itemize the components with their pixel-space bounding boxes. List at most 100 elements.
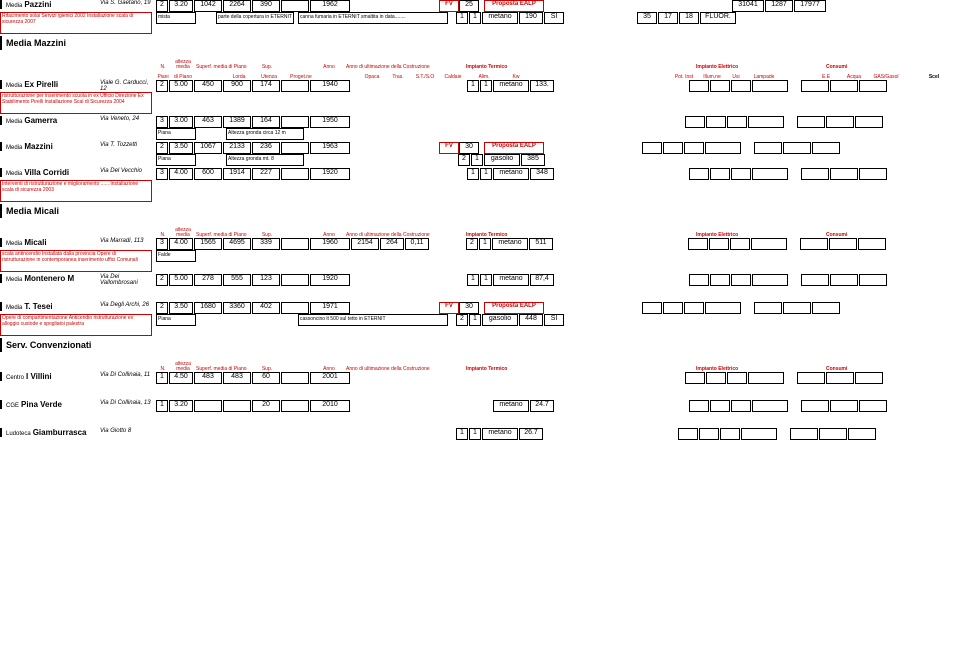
el-empty (730, 238, 750, 250)
alim: metano (493, 274, 529, 286)
building-name: CGEPina Verde (0, 400, 100, 409)
el-empty (684, 142, 704, 154)
tras: 264 (380, 238, 404, 250)
lorda: 555 (223, 274, 251, 286)
c-empty (855, 116, 883, 128)
anno: 1920 (310, 274, 350, 286)
utenza: 227 (252, 168, 280, 180)
piani: 3 (156, 238, 168, 250)
cald-n2: 1 (479, 238, 491, 250)
el-empty (642, 302, 662, 314)
c-empty (801, 80, 829, 92)
el-empty (689, 400, 709, 412)
alim: gasolio (484, 154, 520, 166)
consumi-gas: 17977 (794, 0, 826, 12)
lorda: 4695 (223, 238, 251, 250)
address: Via T. Tozzetti (100, 142, 156, 148)
c-empty (859, 168, 887, 180)
building-name: MediaGamerra (0, 116, 100, 125)
building-name: MediaT. Tesei (0, 302, 100, 311)
kw: 348 (530, 168, 554, 180)
building-name: CentroI Villini (0, 372, 100, 381)
kw: 26.7 (519, 428, 543, 440)
cald-n: 1 (456, 428, 468, 440)
sup-piano: 463 (194, 116, 222, 128)
el-empty (752, 80, 788, 92)
altezza: 5.00 (169, 274, 193, 286)
cald-n2: 1 (469, 12, 481, 24)
utenza: 402 (252, 302, 280, 314)
address: Via Veneto, 24 (100, 116, 156, 122)
cald-n2: 1 (480, 168, 492, 180)
el-empty (731, 80, 751, 92)
c-empty (797, 116, 825, 128)
c-empty (830, 400, 858, 412)
kw: 511 (529, 238, 553, 250)
sup-piano: 1042 (194, 0, 222, 12)
el-empty (689, 80, 709, 92)
sup-piano: 1067 (194, 142, 222, 154)
el-empty (705, 142, 741, 154)
alim: metano (482, 12, 518, 24)
column-headers: N. altezzamedia Superf. media di Piano S… (0, 218, 960, 238)
anno: 1920 (310, 168, 350, 180)
el-empty (688, 238, 708, 250)
sup-piano: 600 (194, 168, 222, 180)
c-empty (830, 274, 858, 286)
lorda: 1914 (223, 168, 251, 180)
fv-val: 30 (459, 302, 479, 314)
utenza: 60 (252, 372, 280, 384)
el-empty (727, 372, 747, 384)
note-box: mista (156, 12, 196, 24)
el-empty (642, 142, 662, 154)
el-empty (710, 168, 730, 180)
c-empty (830, 80, 858, 92)
c-empty (829, 238, 857, 250)
piani: 3 (156, 168, 168, 180)
c-empty (826, 372, 854, 384)
c-empty (783, 302, 811, 314)
utenza: 339 (252, 238, 280, 250)
el-empty (663, 302, 683, 314)
fv-label: FV (439, 0, 459, 12)
consumi-ee: 31041 (732, 0, 764, 12)
altezza: 3.00 (169, 116, 193, 128)
alim: metano (482, 428, 518, 440)
el-empty (689, 274, 709, 286)
altezza: 4.00 (169, 168, 193, 180)
note-box: Altezza gronda mt. 8 (226, 154, 304, 166)
note-red: Opere di compartimentazione Anticendio r… (0, 314, 152, 336)
fv-label: FV (439, 302, 459, 314)
utenza: 390 (252, 0, 280, 12)
c-empty (801, 400, 829, 412)
empty-cell (281, 372, 309, 384)
piani: 2 (156, 142, 168, 154)
section-header: Media Micali (0, 204, 960, 218)
c-empty (848, 428, 876, 440)
el-empty (731, 274, 751, 286)
proposta: Proposta EALP (484, 302, 544, 314)
el-empty (752, 168, 788, 180)
el-2: 17 (658, 12, 678, 24)
note-box: parte della copertura in ETERNIT (216, 12, 294, 24)
el-empty (663, 142, 683, 154)
empty-cell (281, 142, 309, 154)
c-empty (797, 372, 825, 384)
sup-piano: 483 (194, 372, 222, 384)
el-empty (710, 400, 730, 412)
cald-n2: 1 (469, 428, 481, 440)
fv-val: 25 (459, 0, 479, 12)
el-1: 35 (637, 12, 657, 24)
cald-n2: 1 (480, 80, 492, 92)
c-empty (754, 302, 782, 314)
anno: 1963 (310, 142, 350, 154)
cald-n: 2 (456, 314, 468, 326)
lorda: 483 (223, 372, 251, 384)
sup-piano: 278 (194, 274, 222, 286)
el-empty (731, 168, 751, 180)
c-empty (859, 80, 887, 92)
c-empty (801, 274, 829, 286)
address: Via Di Collinaia, 11 (100, 372, 156, 378)
address: Via S. Gaetano, 19 (100, 0, 156, 6)
building-name: MediaEx Pirelli (0, 80, 100, 89)
